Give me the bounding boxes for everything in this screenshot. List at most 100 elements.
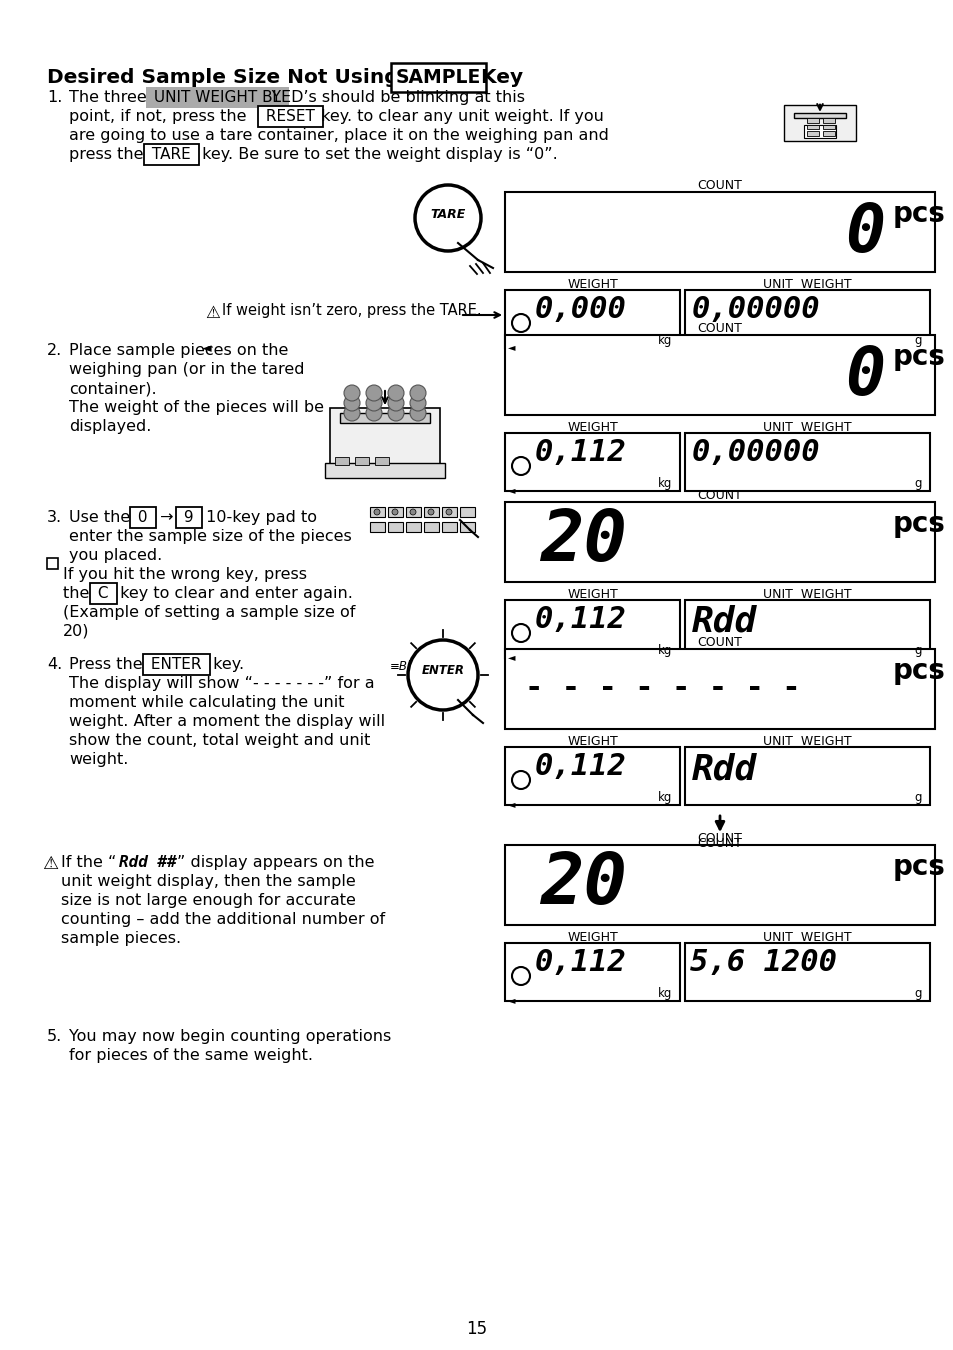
Text: 0,000: 0,000 [535, 296, 626, 324]
Text: unit weight display, then the sample: unit weight display, then the sample [61, 873, 355, 890]
Text: →: → [154, 510, 178, 525]
Text: Rdd: Rdd [691, 605, 757, 639]
Bar [459, 508, 475, 517]
Text: weight.: weight. [69, 752, 129, 767]
Circle shape [392, 509, 397, 514]
Circle shape [410, 509, 416, 514]
Text: - - - - - - - -: - - - - - - - - [524, 674, 800, 703]
Text: 0,00000: 0,00000 [691, 437, 820, 467]
Bar [325, 463, 444, 478]
Text: kg: kg [658, 791, 672, 805]
Text: COUNT: COUNT [697, 837, 741, 850]
Text: UNIT  WEIGHT: UNIT WEIGHT [762, 589, 851, 601]
Text: press the: press the [69, 147, 149, 162]
Bar [803, 124, 836, 138]
Circle shape [410, 385, 426, 401]
Text: (Example of setting a sample size of: (Example of setting a sample size of [63, 605, 355, 620]
Circle shape [366, 396, 381, 410]
Bar [504, 845, 934, 925]
Text: 0,00000: 0,00000 [691, 296, 820, 324]
Text: the: the [63, 586, 94, 601]
Bar [335, 458, 349, 464]
Text: 0: 0 [844, 200, 884, 266]
Circle shape [366, 405, 381, 421]
Text: ” display appears on the: ” display appears on the [177, 855, 375, 869]
Bar [441, 508, 456, 517]
Bar [47, 558, 58, 568]
Text: counting – add the additional number of: counting – add the additional number of [61, 913, 385, 927]
Text: enter the sample size of the pieces: enter the sample size of the pieces [69, 529, 352, 544]
Text: weighing pan (or in the tared: weighing pan (or in the tared [69, 362, 304, 377]
Text: kg: kg [658, 644, 672, 657]
Text: pcs: pcs [892, 853, 944, 882]
Text: 5,6 1200: 5,6 1200 [689, 948, 836, 977]
Bar [370, 508, 385, 517]
Text: The three: The three [69, 90, 152, 105]
Text: ENTER: ENTER [146, 657, 206, 672]
Text: Rdd ##: Rdd ## [119, 855, 176, 869]
Circle shape [344, 396, 359, 410]
Circle shape [512, 458, 530, 475]
Text: 1.: 1. [47, 90, 62, 105]
Circle shape [408, 640, 477, 710]
Text: 0: 0 [132, 510, 152, 525]
Text: SAMPLE: SAMPLE [395, 68, 480, 86]
Text: you placed.: you placed. [69, 548, 162, 563]
Text: WEIGHT: WEIGHT [566, 421, 618, 433]
Text: COUNT: COUNT [697, 180, 741, 192]
Text: g: g [913, 333, 921, 347]
Bar [388, 522, 402, 532]
Text: 0: 0 [844, 343, 884, 409]
Circle shape [344, 385, 359, 401]
Bar [806, 124, 818, 130]
Bar [684, 599, 929, 657]
Text: displayed.: displayed. [69, 418, 152, 433]
Text: 10-key pad to: 10-key pad to [201, 510, 316, 525]
Bar [504, 747, 679, 805]
Text: container).: container). [69, 381, 156, 396]
Text: key to clear and enter again.: key to clear and enter again. [115, 586, 353, 601]
Circle shape [388, 385, 403, 401]
Text: Key: Key [474, 68, 522, 86]
Circle shape [388, 396, 403, 410]
Text: 0,112: 0,112 [535, 605, 626, 634]
Circle shape [410, 405, 426, 421]
Bar [388, 508, 402, 517]
Bar [375, 458, 389, 464]
Bar [504, 944, 679, 1000]
Text: Place sample pieces on the: Place sample pieces on the [69, 343, 288, 358]
Bar [504, 192, 934, 271]
Text: UNIT  WEIGHT: UNIT WEIGHT [762, 734, 851, 748]
Bar [504, 599, 679, 657]
Text: 5.: 5. [47, 1029, 62, 1044]
Text: COUNT: COUNT [697, 636, 741, 649]
Text: UNIT  WEIGHT: UNIT WEIGHT [762, 931, 851, 944]
Text: weight. After a moment the display will: weight. After a moment the display will [69, 714, 385, 729]
Bar [684, 944, 929, 1000]
Text: 2.: 2. [47, 343, 62, 358]
Bar [370, 522, 385, 532]
Bar [806, 117, 818, 123]
Text: COUNT: COUNT [697, 489, 741, 502]
Text: ⚠: ⚠ [205, 304, 219, 323]
Text: kg: kg [658, 333, 672, 347]
Bar [822, 124, 834, 130]
Circle shape [512, 624, 530, 643]
Bar [504, 649, 934, 729]
Bar [684, 747, 929, 805]
Text: moment while calculating the unit: moment while calculating the unit [69, 695, 344, 710]
Bar [459, 522, 475, 532]
Text: key.: key. [208, 657, 244, 672]
Text: pcs: pcs [892, 343, 944, 371]
Circle shape [428, 509, 434, 514]
Text: 15: 15 [466, 1320, 487, 1338]
Text: size is not large enough for accurate: size is not large enough for accurate [61, 892, 355, 909]
Text: are going to use a tare container, place it on the weighing pan and: are going to use a tare container, place… [69, 128, 608, 143]
Text: LED’s should be blinking at this: LED’s should be blinking at this [267, 90, 524, 105]
Text: sample pieces.: sample pieces. [61, 931, 181, 946]
Text: key. Be sure to set the weight display is “0”.: key. Be sure to set the weight display i… [196, 147, 558, 162]
Bar [822, 131, 834, 135]
Text: WEIGHT: WEIGHT [566, 278, 618, 292]
Text: C: C [92, 586, 113, 601]
Bar [406, 508, 420, 517]
